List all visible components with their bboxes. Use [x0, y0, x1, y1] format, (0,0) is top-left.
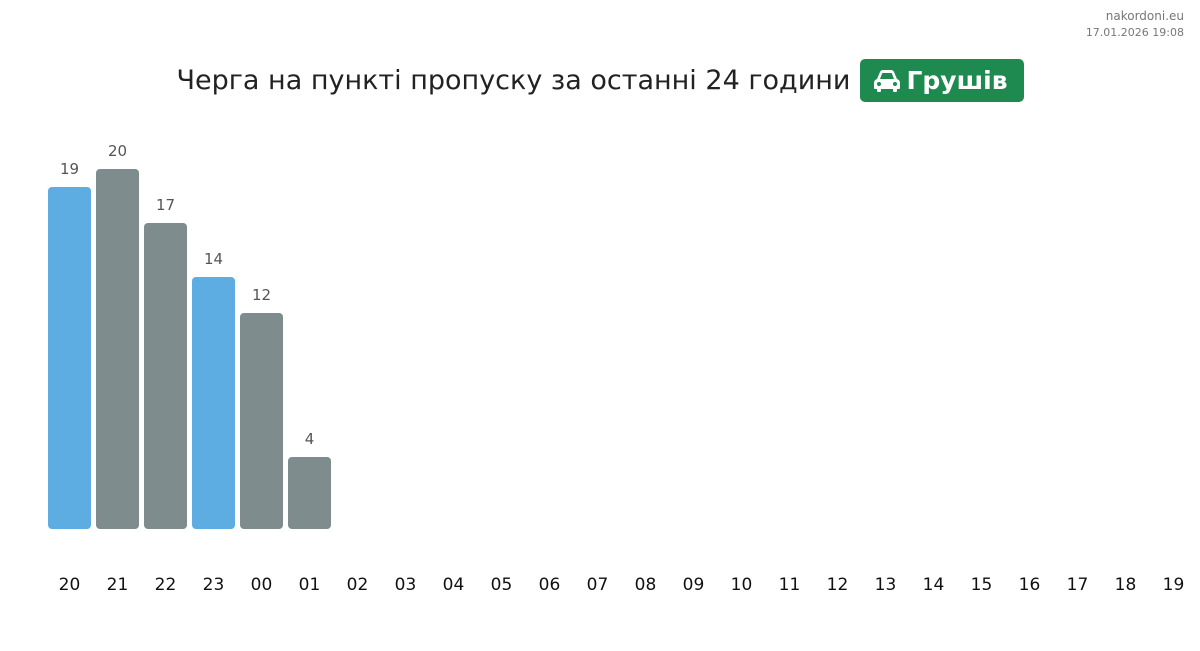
x-tick-label: 07 [587, 575, 609, 595]
badge-label: Грушів [906, 66, 1008, 95]
bar-00 [240, 313, 283, 529]
x-tick-label: 22 [155, 575, 177, 595]
bar-value-label: 4 [305, 430, 315, 448]
bar-value-label: 17 [156, 196, 175, 214]
x-tick-label: 13 [875, 575, 897, 595]
x-tick-label: 09 [683, 575, 705, 595]
bar-20 [48, 187, 91, 529]
x-tick-label: 17 [1067, 575, 1089, 595]
x-tick-label: 08 [635, 575, 657, 595]
x-tick-label: 00 [251, 575, 273, 595]
x-tick-label: 19 [1163, 575, 1185, 595]
x-tick-label: 16 [1019, 575, 1041, 595]
bar-value-label: 14 [204, 250, 223, 268]
x-tick-label: 02 [347, 575, 369, 595]
x-tick-label: 06 [539, 575, 561, 595]
timestamp: 17.01.2026 19:08 [1085, 26, 1184, 39]
bar-22 [144, 223, 187, 529]
x-tick-label: 15 [971, 575, 993, 595]
car-icon [874, 69, 901, 92]
x-tick-label: 01 [299, 575, 321, 595]
checkpoint-badge: Грушів [860, 59, 1024, 102]
x-tick-label: 10 [731, 575, 753, 595]
bar-value-label: 20 [108, 142, 127, 160]
x-tick-label: 14 [923, 575, 945, 595]
x-tick-label: 23 [203, 575, 225, 595]
bar-value-label: 12 [252, 286, 271, 304]
title-row: Черга на пункті пропуску за останні 24 г… [0, 59, 1200, 102]
bar-01 [288, 457, 331, 529]
x-tick-label: 21 [107, 575, 129, 595]
x-tick-label: 12 [827, 575, 849, 595]
x-tick-label: 20 [59, 575, 81, 595]
x-tick-label: 04 [443, 575, 465, 595]
bar-23 [192, 277, 235, 529]
x-tick-label: 05 [491, 575, 513, 595]
site-name: nakordoni.eu [1105, 9, 1184, 23]
x-tick-label: 18 [1115, 575, 1137, 595]
x-tick-label: 11 [779, 575, 801, 595]
x-tick-label: 03 [395, 575, 417, 595]
bar-21 [96, 169, 139, 529]
page-title: Черга на пункті пропуску за останні 24 г… [176, 65, 851, 96]
bar-value-label: 19 [60, 160, 79, 178]
